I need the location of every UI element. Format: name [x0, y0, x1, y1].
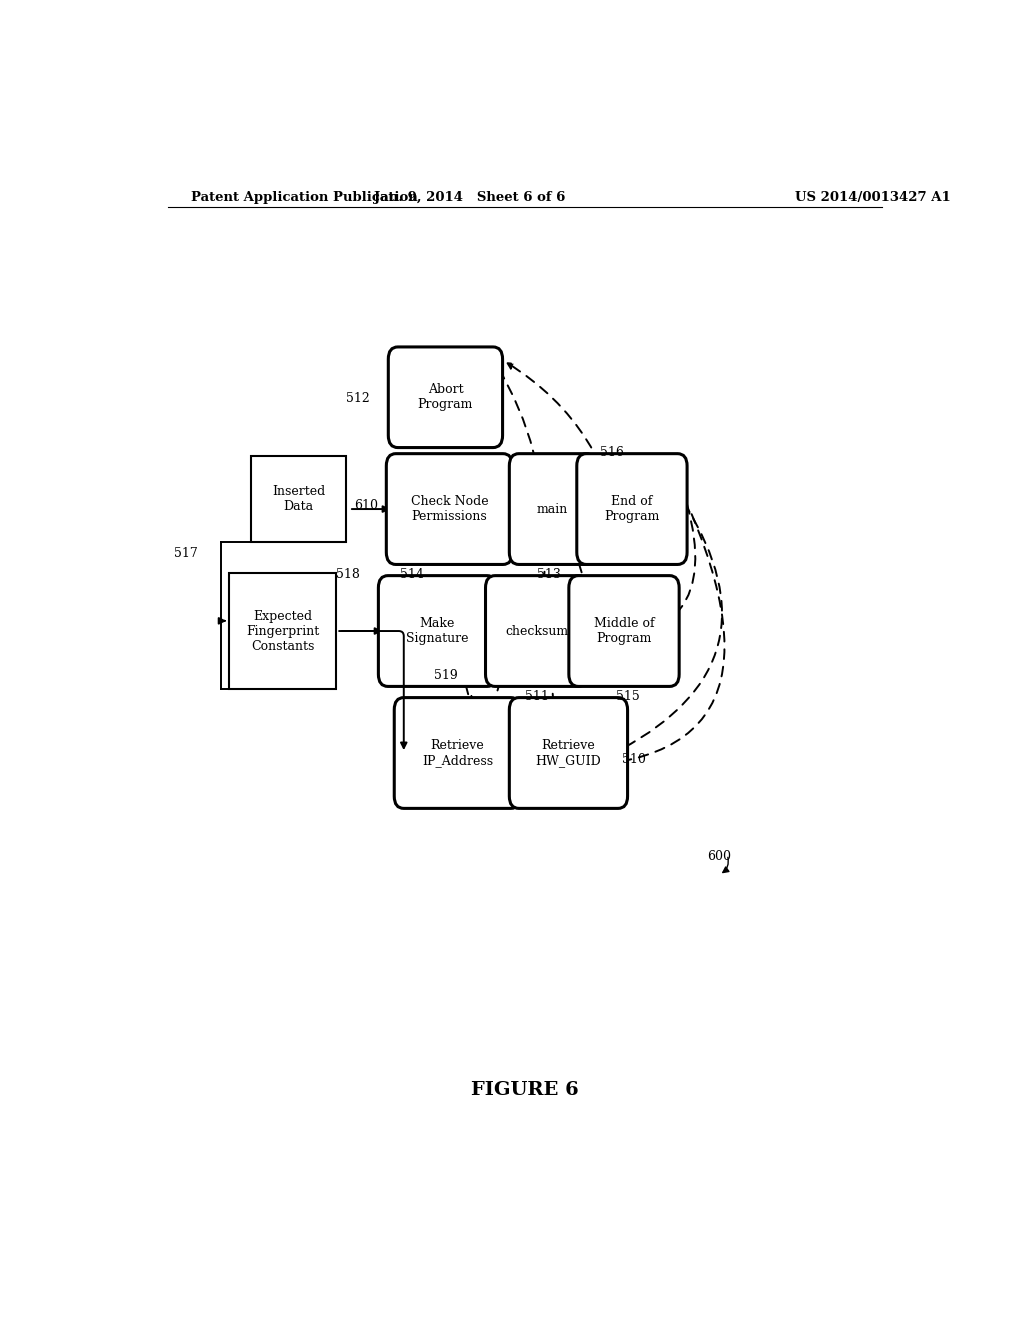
FancyBboxPatch shape: [388, 347, 503, 447]
FancyArrowPatch shape: [352, 507, 388, 512]
Text: 519: 519: [433, 669, 458, 682]
Text: Expected
Fingerprint
Constants: Expected Fingerprint Constants: [246, 610, 319, 652]
Text: FIGURE 6: FIGURE 6: [471, 1081, 579, 1100]
Text: Make
Signature: Make Signature: [407, 616, 469, 645]
FancyBboxPatch shape: [509, 454, 596, 565]
Text: Check Node
Permissions: Check Node Permissions: [411, 495, 488, 523]
Text: 511: 511: [524, 689, 549, 702]
FancyArrowPatch shape: [508, 363, 624, 546]
FancyArrowPatch shape: [342, 628, 380, 634]
FancyBboxPatch shape: [394, 697, 520, 808]
FancyBboxPatch shape: [386, 454, 512, 565]
FancyBboxPatch shape: [577, 454, 687, 565]
FancyArrowPatch shape: [497, 366, 545, 546]
FancyBboxPatch shape: [509, 697, 628, 808]
FancyArrowPatch shape: [582, 504, 695, 644]
Text: Jan. 9, 2014   Sheet 6 of 6: Jan. 9, 2014 Sheet 6 of 6: [374, 190, 565, 203]
Text: checksum: checksum: [505, 624, 568, 638]
FancyBboxPatch shape: [569, 576, 679, 686]
Text: 518: 518: [336, 568, 360, 581]
Text: 610: 610: [354, 499, 378, 512]
Text: 510: 510: [622, 754, 646, 766]
FancyArrowPatch shape: [464, 590, 523, 702]
Text: Patent Application Publication: Patent Application Publication: [191, 190, 418, 203]
Text: 513: 513: [537, 568, 560, 581]
Text: Middle of
Program: Middle of Program: [594, 616, 654, 645]
Text: 600: 600: [708, 850, 731, 863]
Text: Retrieve
IP_Address: Retrieve IP_Address: [422, 739, 493, 767]
Text: 516: 516: [600, 446, 624, 458]
Text: Retrieve
HW_GUID: Retrieve HW_GUID: [536, 739, 601, 767]
Text: 517: 517: [174, 548, 198, 560]
FancyBboxPatch shape: [485, 576, 588, 686]
Text: 514: 514: [399, 568, 424, 581]
FancyBboxPatch shape: [379, 576, 497, 686]
FancyArrowPatch shape: [467, 595, 527, 791]
Text: main: main: [537, 503, 568, 516]
FancyArrowPatch shape: [543, 595, 560, 791]
FancyArrowPatch shape: [538, 474, 554, 669]
FancyBboxPatch shape: [229, 573, 336, 689]
FancyBboxPatch shape: [251, 455, 346, 543]
Text: 515: 515: [616, 689, 640, 702]
Text: Inserted
Data: Inserted Data: [272, 484, 326, 513]
Text: 512: 512: [346, 392, 370, 405]
Text: End of
Program: End of Program: [604, 495, 659, 523]
FancyArrowPatch shape: [621, 504, 722, 750]
FancyArrowPatch shape: [511, 515, 725, 767]
Text: US 2014/0013427 A1: US 2014/0013427 A1: [795, 190, 950, 203]
FancyArrowPatch shape: [559, 474, 622, 669]
Text: Abort
Program: Abort Program: [418, 383, 473, 412]
